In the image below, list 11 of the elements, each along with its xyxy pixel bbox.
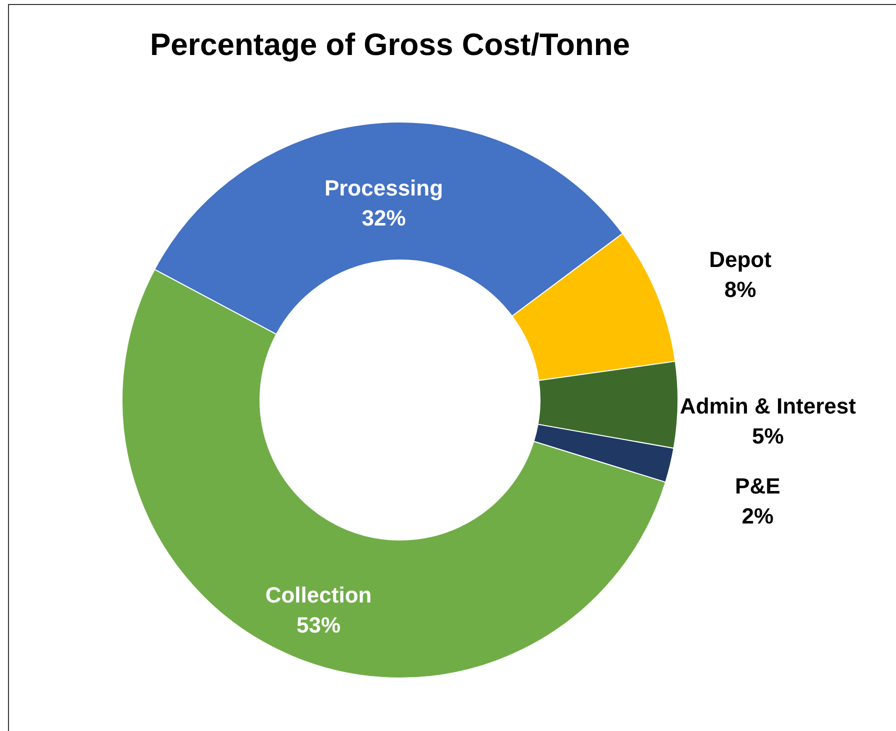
slice-label: Processing [324, 176, 444, 201]
data-label: 2% [742, 504, 774, 529]
data-label: 32% [362, 206, 406, 231]
slice-label: P&E [735, 474, 780, 499]
slice-label: Admin & Interest [680, 393, 857, 418]
chart-title: Percentage of Gross Cost/Tonne [150, 27, 630, 62]
slice-label: Collection [265, 582, 372, 608]
slice-label: Depot [709, 246, 772, 272]
data-label: 53% [296, 612, 341, 638]
data-label: 5% [752, 423, 784, 448]
data-label: 8% [724, 276, 756, 302]
